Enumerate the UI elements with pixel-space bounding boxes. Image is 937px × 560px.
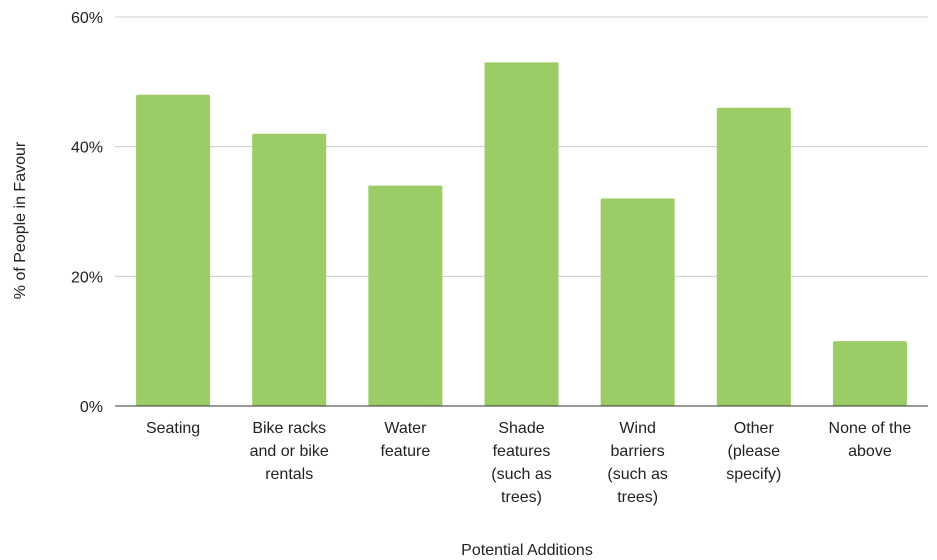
y-axis-title: % of People in Favour [12, 141, 29, 299]
bar [484, 62, 559, 407]
x-tick-label: Shade features (such as trees) [491, 420, 551, 506]
x-tick-label: Seating [146, 420, 200, 437]
x-tick-label: Bike racks and or bike rentals [250, 420, 329, 483]
bar [832, 341, 907, 406]
bar [252, 133, 327, 406]
y-axis-ticks: 0% 20% 40% 60% [71, 10, 103, 416]
bar [600, 198, 675, 406]
x-axis-title: Potential Additions [461, 542, 593, 559]
y-tick-label: 20% [71, 269, 103, 286]
x-tick-label: None of the above [829, 420, 912, 460]
x-tick-label: Water feature [380, 420, 430, 460]
bar [136, 94, 211, 407]
y-tick-label: 60% [71, 10, 103, 27]
bar [716, 107, 791, 407]
bars [136, 62, 907, 407]
x-axis-ticks: Seating Bike racks and or bike rentals Water… [146, 420, 911, 506]
x-tick-label: Wind barriers (such as trees) [607, 420, 667, 506]
y-tick-label: 0% [80, 399, 103, 416]
y-tick-label: 40% [71, 140, 103, 157]
x-tick-label: Other (please specify) [726, 420, 781, 483]
bar [368, 185, 443, 406]
